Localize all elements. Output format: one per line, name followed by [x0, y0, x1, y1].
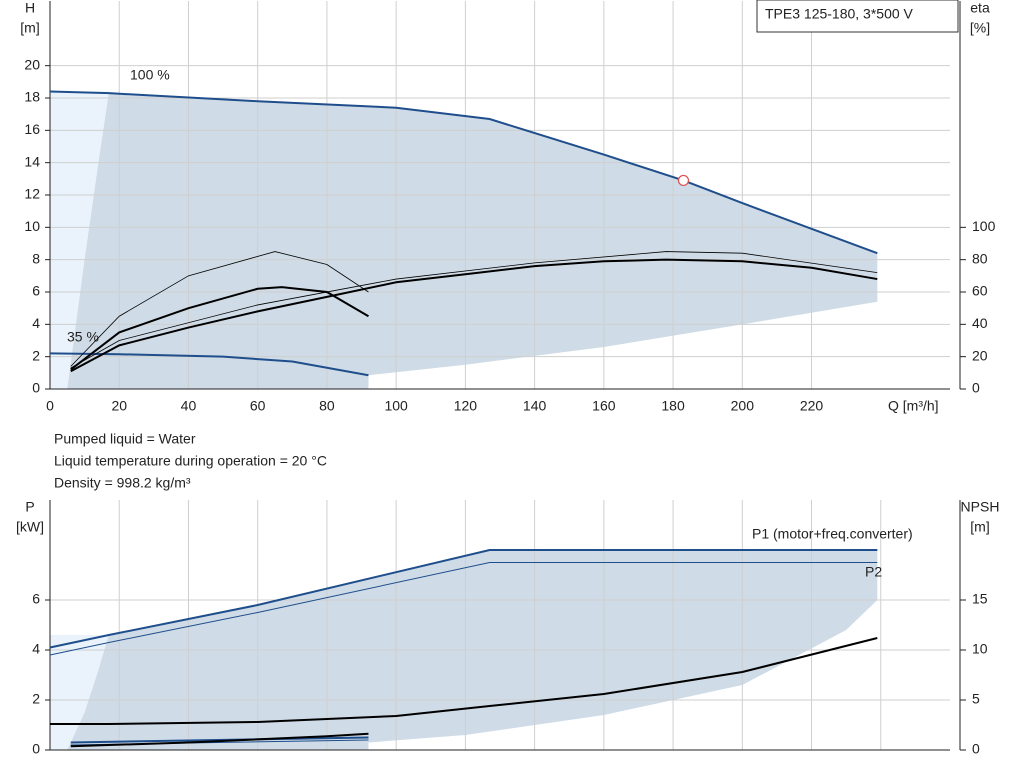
y-tick-label: 10 — [24, 218, 40, 234]
y2-label: NPSH — [961, 499, 1000, 515]
note: Pumped liquid = Water — [54, 431, 196, 447]
curve — [70, 258, 878, 373]
y-tick-label: 6 — [32, 283, 40, 299]
x-label: Q [m³/h] — [888, 398, 939, 414]
y2-tick-label: 80 — [972, 250, 988, 266]
y-label: P — [25, 499, 34, 515]
note: Density = 998.2 kg/m³ — [54, 475, 191, 491]
x-tick-label: 40 — [181, 398, 197, 414]
x-tick-label: 120 — [454, 398, 478, 414]
y2-tick-label: 20 — [972, 347, 988, 363]
x-tick-label: 80 — [319, 398, 335, 414]
y-tick-label: 4 — [32, 641, 40, 657]
y-tick-label: 2 — [32, 691, 40, 707]
y-unit: [m] — [20, 20, 39, 36]
note: Liquid temperature during operation = 20… — [54, 453, 327, 469]
x-tick-label: 60 — [250, 398, 266, 414]
curve — [49, 562, 878, 656]
y-tick-label: 12 — [24, 186, 40, 202]
y2-unit: [%] — [970, 20, 990, 36]
y-tick-label: 2 — [32, 347, 40, 363]
curve — [70, 251, 878, 369]
curve-label: 35 % — [67, 329, 99, 345]
curve — [50, 637, 878, 725]
y2-tick-label: 0 — [972, 380, 980, 396]
y-tick-label: 20 — [24, 56, 40, 72]
y-unit: [kW] — [16, 519, 44, 535]
y2-tick-label: 0 — [972, 741, 980, 757]
y2-tick-label: 100 — [972, 218, 996, 234]
duty-point — [677, 174, 690, 187]
title-box — [756, 0, 959, 33]
y-tick-label: 14 — [24, 153, 40, 169]
curve-label: P1 (motor+freq.converter) — [752, 526, 913, 542]
curve — [70, 286, 369, 371]
curve — [70, 732, 369, 748]
x-tick-label: 20 — [111, 398, 127, 414]
x-tick-label: 200 — [731, 398, 755, 414]
plot: 0 2 4 6 0 5 10 15 P [kW] NPSH [m] P1 (motor+freq.con… — [16, 499, 999, 757]
curve — [49, 90, 878, 255]
chart-title: TPE3 125-180, 3*500 V — [765, 6, 914, 22]
y-tick-label: 8 — [32, 250, 40, 266]
y2-tick-label: 60 — [972, 283, 988, 299]
x-tick-label: 180 — [661, 398, 685, 414]
y-tick-label: 6 — [32, 591, 40, 607]
plot: 0 20 40 60 80 100 120 140 160 180 200 2200246810121… — [20, 0, 995, 414]
y2-unit: [m] — [970, 519, 989, 535]
y-tick-label: 4 — [32, 315, 40, 331]
curve — [70, 736, 369, 744]
y-label: H — [25, 0, 35, 16]
y-tick-label: 0 — [32, 380, 40, 396]
y2-tick-label: 5 — [972, 691, 980, 707]
y2-label: eta — [970, 0, 990, 16]
y-tick-label: 18 — [24, 89, 40, 105]
plots: 0 20 40 60 80 100 120 140 160 180 200 2200246810121… — [16, 0, 999, 757]
y2-tick-label: 10 — [972, 641, 988, 657]
y-tick-label: 16 — [24, 121, 40, 137]
y2-tick-label: 40 — [972, 315, 988, 331]
x-tick-label: 220 — [800, 398, 824, 414]
x-tick-label: 0 — [46, 398, 54, 414]
x-tick-label: 140 — [523, 398, 547, 414]
operating-range — [67, 93, 878, 390]
curve-label: P2 — [865, 564, 882, 580]
x-tick-label: 160 — [592, 398, 616, 414]
curve-label: 100 % — [130, 67, 170, 83]
y2-tick-label: 15 — [972, 591, 988, 607]
curve — [49, 549, 878, 649]
y-tick-label: 0 — [32, 741, 40, 757]
x-tick-label: 100 — [384, 398, 408, 414]
curve — [70, 251, 369, 367]
